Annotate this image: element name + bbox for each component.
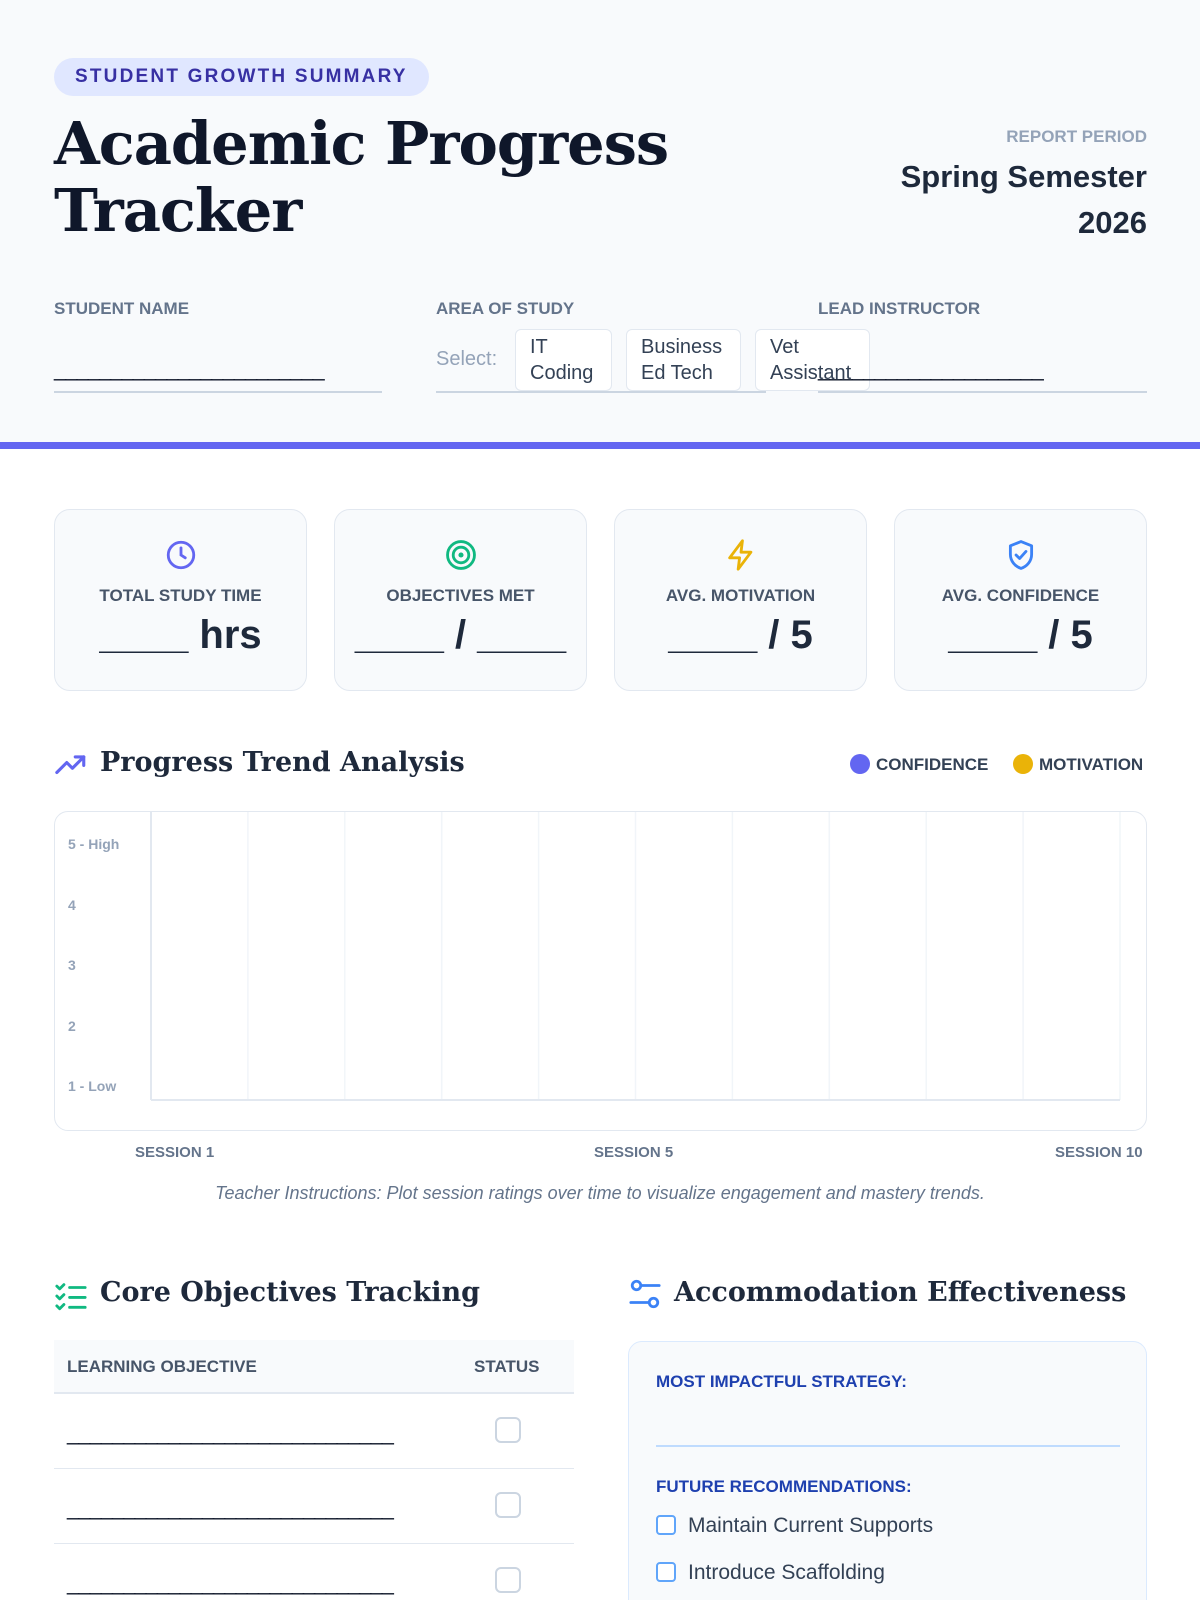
status-checkbox[interactable] <box>495 1492 521 1518</box>
shield-check-icon <box>1008 540 1033 570</box>
student-name-field[interactable]: ________________________ <box>54 356 325 381</box>
legend-label: CONFIDENCE <box>876 755 989 774</box>
option-label: Introduce Scaffolding <box>688 1561 885 1584</box>
student-name-label: STUDENT NAME <box>54 299 190 318</box>
column-learning-objective: LEARNING OBJECTIVE <box>67 1357 257 1376</box>
x-label-session-5: SESSION 5 <box>594 1144 674 1161</box>
objective-field[interactable]: _____________________________ <box>67 1420 394 1445</box>
lead-instructor-underline <box>818 391 1147 393</box>
option-label: Maintain Current Supports <box>688 1514 934 1537</box>
page-title: Academic Progress Tracker <box>54 109 669 245</box>
target-icon <box>445 540 476 570</box>
table-row: _____________________________ <box>54 1469 574 1544</box>
stat-value[interactable]: ____ / 5 <box>948 613 1093 657</box>
x-label-session-10: SESSION 10 <box>1055 1144 1143 1161</box>
x-label-session-1: SESSION 1 <box>135 1144 215 1161</box>
legend-dot-confidence <box>850 754 870 774</box>
checkbox[interactable] <box>656 1515 676 1535</box>
table-row: _____________________________ <box>54 1394 574 1469</box>
stat-label: TOTAL STUDY TIME <box>99 586 262 605</box>
objectives-table-header: LEARNING OBJECTIVE STATUS <box>54 1340 574 1394</box>
y-tick-label: 3 <box>68 957 76 973</box>
stat-label: AVG. CONFIDENCE <box>941 586 1100 605</box>
clock-icon <box>166 540 195 570</box>
stat-value[interactable]: ____ hrs <box>99 613 262 657</box>
stat-value[interactable]: ____ / 5 <box>668 613 813 657</box>
option-vet-assistant[interactable]: Vet Assistant <box>755 329 870 391</box>
teacher-instructions: Teacher Instructions: Plot session ratin… <box>215 1183 985 1203</box>
strategy-input-line[interactable] <box>656 1445 1120 1447</box>
stat-label: AVG. MOTIVATION <box>665 586 816 605</box>
area-of-study-underline <box>436 391 766 393</box>
report-period-label: REPORT PERIOD <box>1006 127 1147 146</box>
legend-confidence: CONFIDENCE <box>850 754 988 775</box>
legend-motivation: MOTIVATION <box>1013 754 1143 775</box>
trend-chart-svg: 5 - High 4 3 2 1 - Low <box>68 812 1121 1101</box>
area-of-study-label: AREA OF STUDY <box>436 299 575 318</box>
y-tick-label: 4 <box>68 897 76 913</box>
recommendation-option-maintain[interactable]: Maintain Current Supports <box>656 1514 933 1538</box>
column-status: STATUS <box>474 1357 540 1376</box>
accommodation-section-title: Accommodation Effectiveness <box>674 1277 1127 1308</box>
stat-card-confidence: AVG. CONFIDENCE ____ / 5 <box>894 509 1147 691</box>
recommendations-label: FUTURE RECOMMENDATIONS: <box>656 1477 912 1496</box>
lead-instructor-field[interactable]: ____________________ <box>818 356 1044 381</box>
lead-instructor-label: LEAD INSTRUCTOR <box>818 299 981 318</box>
stat-card-study-time: TOTAL STUDY TIME ____ hrs <box>54 509 307 691</box>
trend-chart: 5 - High 4 3 2 1 - Low <box>54 811 1147 1131</box>
stat-card-objectives-met: OBJECTIVES MET ____ / ____ <box>334 509 587 691</box>
stat-label: OBJECTIVES MET <box>386 586 535 605</box>
status-checkbox[interactable] <box>495 1417 521 1443</box>
report-period-value: Spring Semester 2026 <box>900 159 1147 240</box>
option-business-ed-tech[interactable]: Business Ed Tech <box>626 329 741 391</box>
select-label: Select: <box>436 348 498 370</box>
y-tick-label: 2 <box>68 1018 76 1034</box>
stat-value[interactable]: ____ / ____ <box>354 613 567 657</box>
legend-label: MOTIVATION <box>1039 755 1144 774</box>
student-name-underline <box>54 391 382 393</box>
trending-up-icon <box>55 755 86 775</box>
recommendation-option-scaffolding[interactable]: Introduce Scaffolding <box>656 1561 885 1585</box>
strategy-label: MOST IMPACTFUL STRATEGY: <box>656 1372 907 1391</box>
accommodation-panel: MOST IMPACTFUL STRATEGY: FUTURE RECOMMEN… <box>628 1341 1147 1600</box>
y-tick-label: 1 - Low <box>68 1078 116 1094</box>
objective-field[interactable]: _____________________________ <box>67 1570 394 1595</box>
objective-field[interactable]: _____________________________ <box>67 1495 394 1520</box>
objectives-section-title: Core Objectives Tracking <box>100 1277 481 1308</box>
legend-dot-motivation <box>1013 754 1033 774</box>
checklist-icon <box>55 1283 87 1311</box>
lightning-icon <box>727 539 752 571</box>
trend-section-title: Progress Trend Analysis <box>100 747 465 778</box>
summary-badge: STUDENT GROWTH SUMMARY <box>54 58 429 96</box>
sliders-icon <box>629 1279 661 1309</box>
y-tick-label: 5 - High <box>68 836 119 852</box>
stat-card-motivation: AVG. MOTIVATION ____ / 5 <box>614 509 867 691</box>
checkbox[interactable] <box>656 1562 676 1582</box>
option-it-coding[interactable]: IT Coding <box>515 329 612 391</box>
table-row: _____________________________ <box>54 1544 574 1600</box>
status-checkbox[interactable] <box>495 1567 521 1593</box>
header: STUDENT GROWTH SUMMARY Academic Progress… <box>0 0 1200 449</box>
